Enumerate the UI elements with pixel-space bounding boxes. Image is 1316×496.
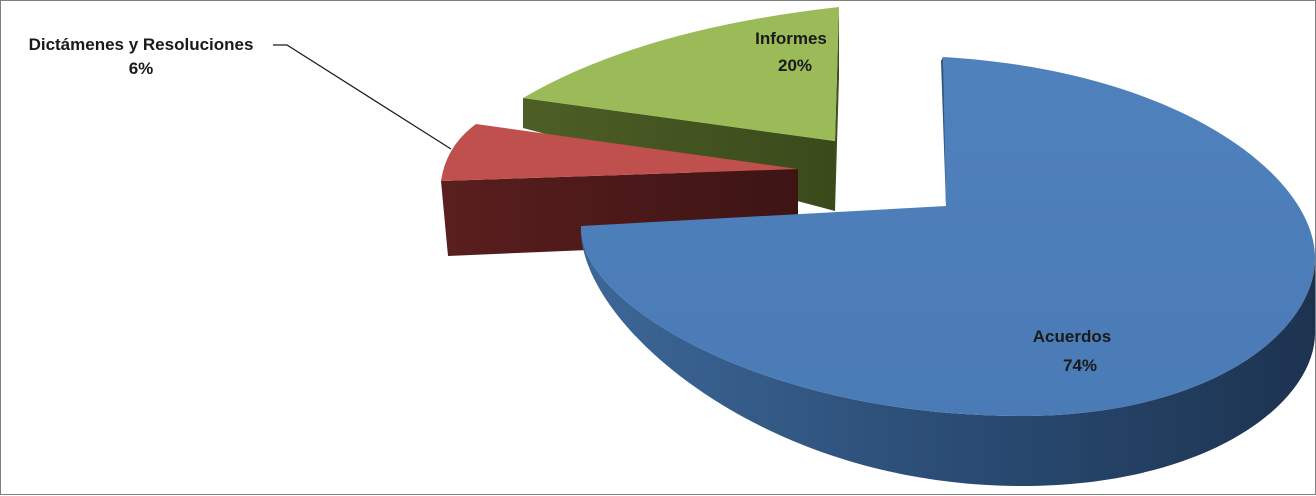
slice-informes-side-right: [835, 7, 839, 211]
label-acuerdos-percent: 74%: [1063, 356, 1097, 375]
slice-acuerdos[interactable]: [580, 57, 1316, 486]
slice-dictamenes-top: [441, 124, 798, 181]
label-dictamenes-percent: 6%: [129, 59, 154, 78]
slice-acuerdos-side: [580, 226, 1316, 486]
label-informes-percent: 20%: [778, 56, 812, 75]
label-acuerdos-category: Acuerdos: [1033, 327, 1111, 346]
leader-line-dictamenes: [273, 44, 452, 150]
label-dictamenes-category: Dictámenes y Resoluciones: [29, 35, 254, 54]
slice-informes-top: [523, 7, 839, 141]
slice-acuerdos-top: [580, 57, 1316, 416]
label-informes-category: Informes: [755, 29, 827, 48]
